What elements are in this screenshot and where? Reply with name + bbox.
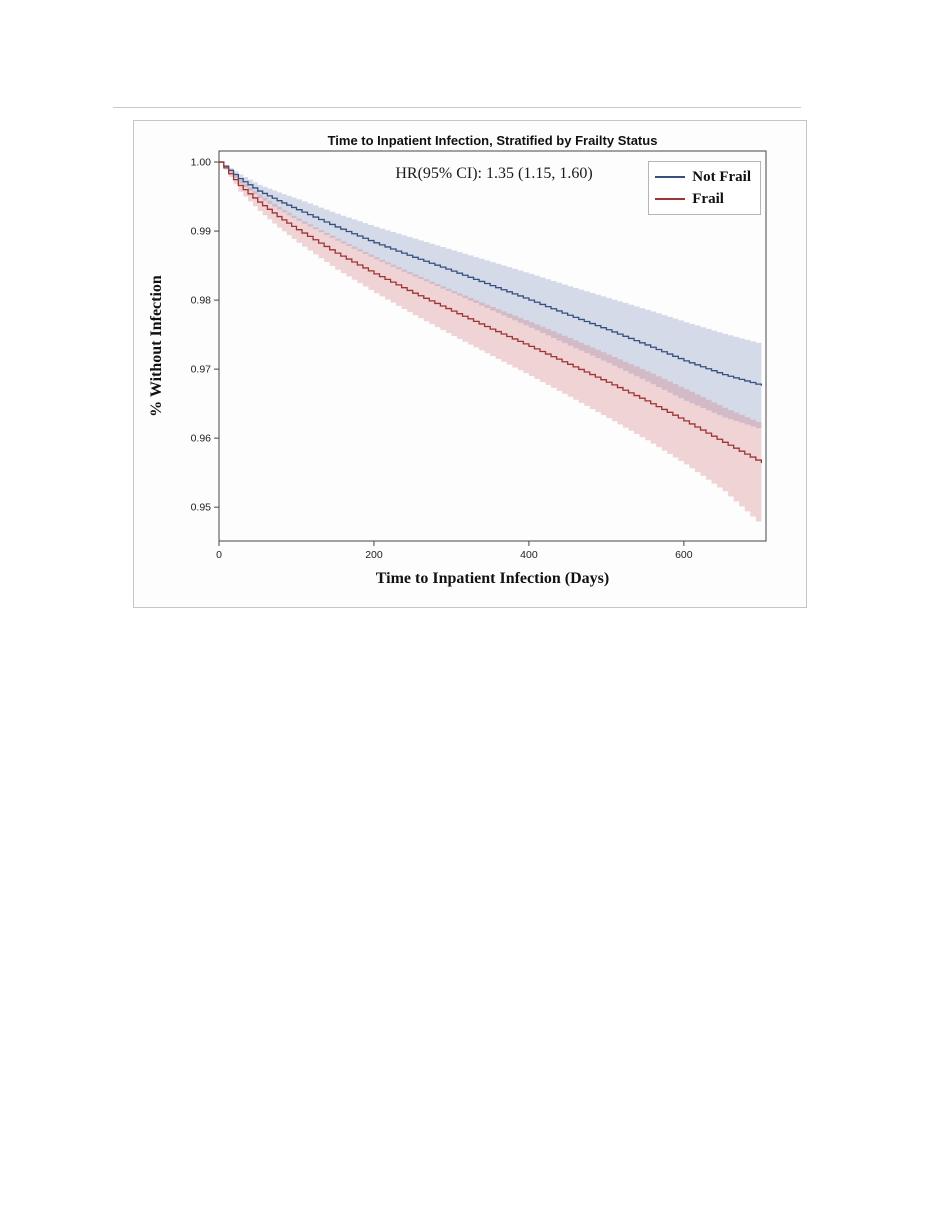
x-tick-label: 600 bbox=[675, 549, 693, 561]
y-tick-label: 0.98 bbox=[191, 295, 212, 307]
legend: Not Frail Frail bbox=[648, 161, 761, 215]
page-top-rule bbox=[113, 107, 801, 108]
x-tick-label: 0 bbox=[216, 549, 222, 561]
not-frail-ci-band bbox=[219, 162, 762, 430]
legend-label-frail: Frail bbox=[692, 190, 724, 207]
legend-label-not-frail: Not Frail bbox=[692, 168, 751, 185]
y-tick-label: 0.97 bbox=[191, 364, 212, 376]
y-axis-label: % Without Infection bbox=[148, 275, 165, 417]
chart-panel: 1.00 0.99 0.98 0.97 0.96 0.95 0 200 400 600 Time … bbox=[133, 120, 807, 608]
not-frail-line-swatch bbox=[655, 176, 686, 178]
frail-ci-band bbox=[219, 162, 762, 527]
y-tick-label: 0.95 bbox=[191, 502, 212, 514]
x-axis-label: Time to Inpatient Infection (Days) bbox=[375, 570, 610, 587]
hazard-ratio-annotation: HR(95% CI): 1.35 (1.15, 1.60) bbox=[395, 165, 593, 182]
chart-title: Time to Inpatient Infection, Stratified … bbox=[327, 133, 658, 148]
survival-plot-canvas: 1.00 0.99 0.98 0.97 0.96 0.95 0 200 400 600 bbox=[191, 150, 767, 561]
plot-frame bbox=[218, 150, 767, 542]
frail-line-swatch bbox=[655, 198, 686, 200]
y-tick-label: 0.96 bbox=[191, 433, 212, 445]
legend-item-not-frail: Not Frail bbox=[655, 166, 751, 188]
y-tick-label: 0.99 bbox=[191, 226, 212, 238]
x-tick-label: 400 bbox=[520, 549, 538, 561]
frail-survival-curve bbox=[219, 161, 762, 463]
legend-item-frail: Frail bbox=[655, 188, 751, 210]
y-tick-label: 1.00 bbox=[191, 157, 212, 169]
x-tick-label: 200 bbox=[365, 549, 383, 561]
not-frail-survival-curve bbox=[219, 161, 762, 386]
